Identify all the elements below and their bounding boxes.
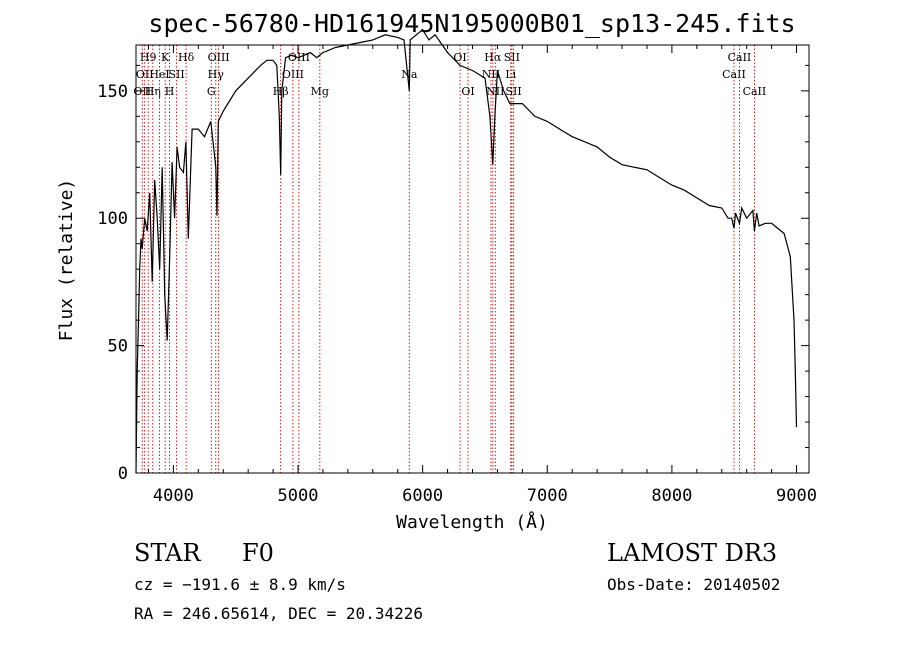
line-label: Hδ (178, 51, 195, 64)
y-tick-label: 150 (97, 82, 128, 102)
x-tick-label: 8000 (651, 486, 692, 506)
line-label: G (207, 85, 216, 98)
line-label: NII (486, 85, 504, 98)
y-tick-label: 100 (97, 209, 128, 229)
coordinates: RA = 246.65614, DEC = 20.34226 (134, 604, 423, 623)
x-axis-label: Wavelength (Å) (396, 511, 548, 533)
line-label: SII (506, 85, 522, 98)
y-axis-label: Flux (relative) (56, 179, 77, 342)
line-label: Hγ (208, 68, 225, 81)
line-label: H9 (140, 51, 157, 64)
survey-name: LAMOST DR3 (607, 539, 778, 567)
line-label: CaII (743, 85, 767, 98)
line-label: HeI (149, 68, 169, 81)
line-label: OI (461, 85, 474, 98)
x-tick-label: 4000 (153, 486, 194, 506)
spectral-line-markers: OIIOIIH9HηHeIKHSIIHδGHγOIIIHβOIIIOIIIMgN… (133, 45, 766, 473)
line-label: OII (133, 85, 151, 98)
x-tick-label: 5000 (278, 486, 319, 506)
y-tick-label: 0 (118, 464, 128, 484)
line-label: SII (169, 68, 185, 81)
line-label: OIII (208, 51, 230, 64)
plot-frame (135, 44, 810, 474)
spectrum-plot: spec-56780-HD161945N195000B01_sp13-245.f… (56, 9, 817, 533)
line-label: Hβ (273, 85, 289, 98)
y-tick-label: 50 (108, 337, 128, 357)
line-label: CaII (722, 68, 746, 81)
chart-title: spec-56780-HD161945N195000B01_sp13-245.f… (148, 9, 795, 38)
redshift-velocity: cz = −191.6 ± 8.9 km/s (134, 575, 346, 594)
line-label: Hη (145, 85, 161, 98)
line-label: Li (505, 68, 516, 81)
line-label: Hα (484, 51, 502, 64)
line-label: OIII (282, 68, 304, 81)
line-label: OII (136, 68, 154, 81)
line-label: SII (504, 51, 520, 64)
spectrum-line (135, 28, 798, 474)
x-tick-label: 7000 (527, 486, 568, 506)
x-tick-label: 9000 (776, 486, 817, 506)
x-tick-label: 6000 (402, 486, 443, 506)
y-axis: 0 50 100 150 (97, 64, 809, 484)
line-label: CaII (728, 51, 752, 64)
x-axis: 4000 5000 6000 7000 8000 9000 (147, 45, 817, 506)
line-label: K (161, 51, 170, 64)
line-label: Mg (311, 85, 329, 98)
object-class: STAR (134, 539, 201, 567)
line-label: H (165, 85, 175, 98)
observation-date: Obs-Date: 20140502 (607, 575, 781, 594)
object-subclass: F0 (242, 539, 274, 567)
line-label: OI (453, 51, 466, 64)
